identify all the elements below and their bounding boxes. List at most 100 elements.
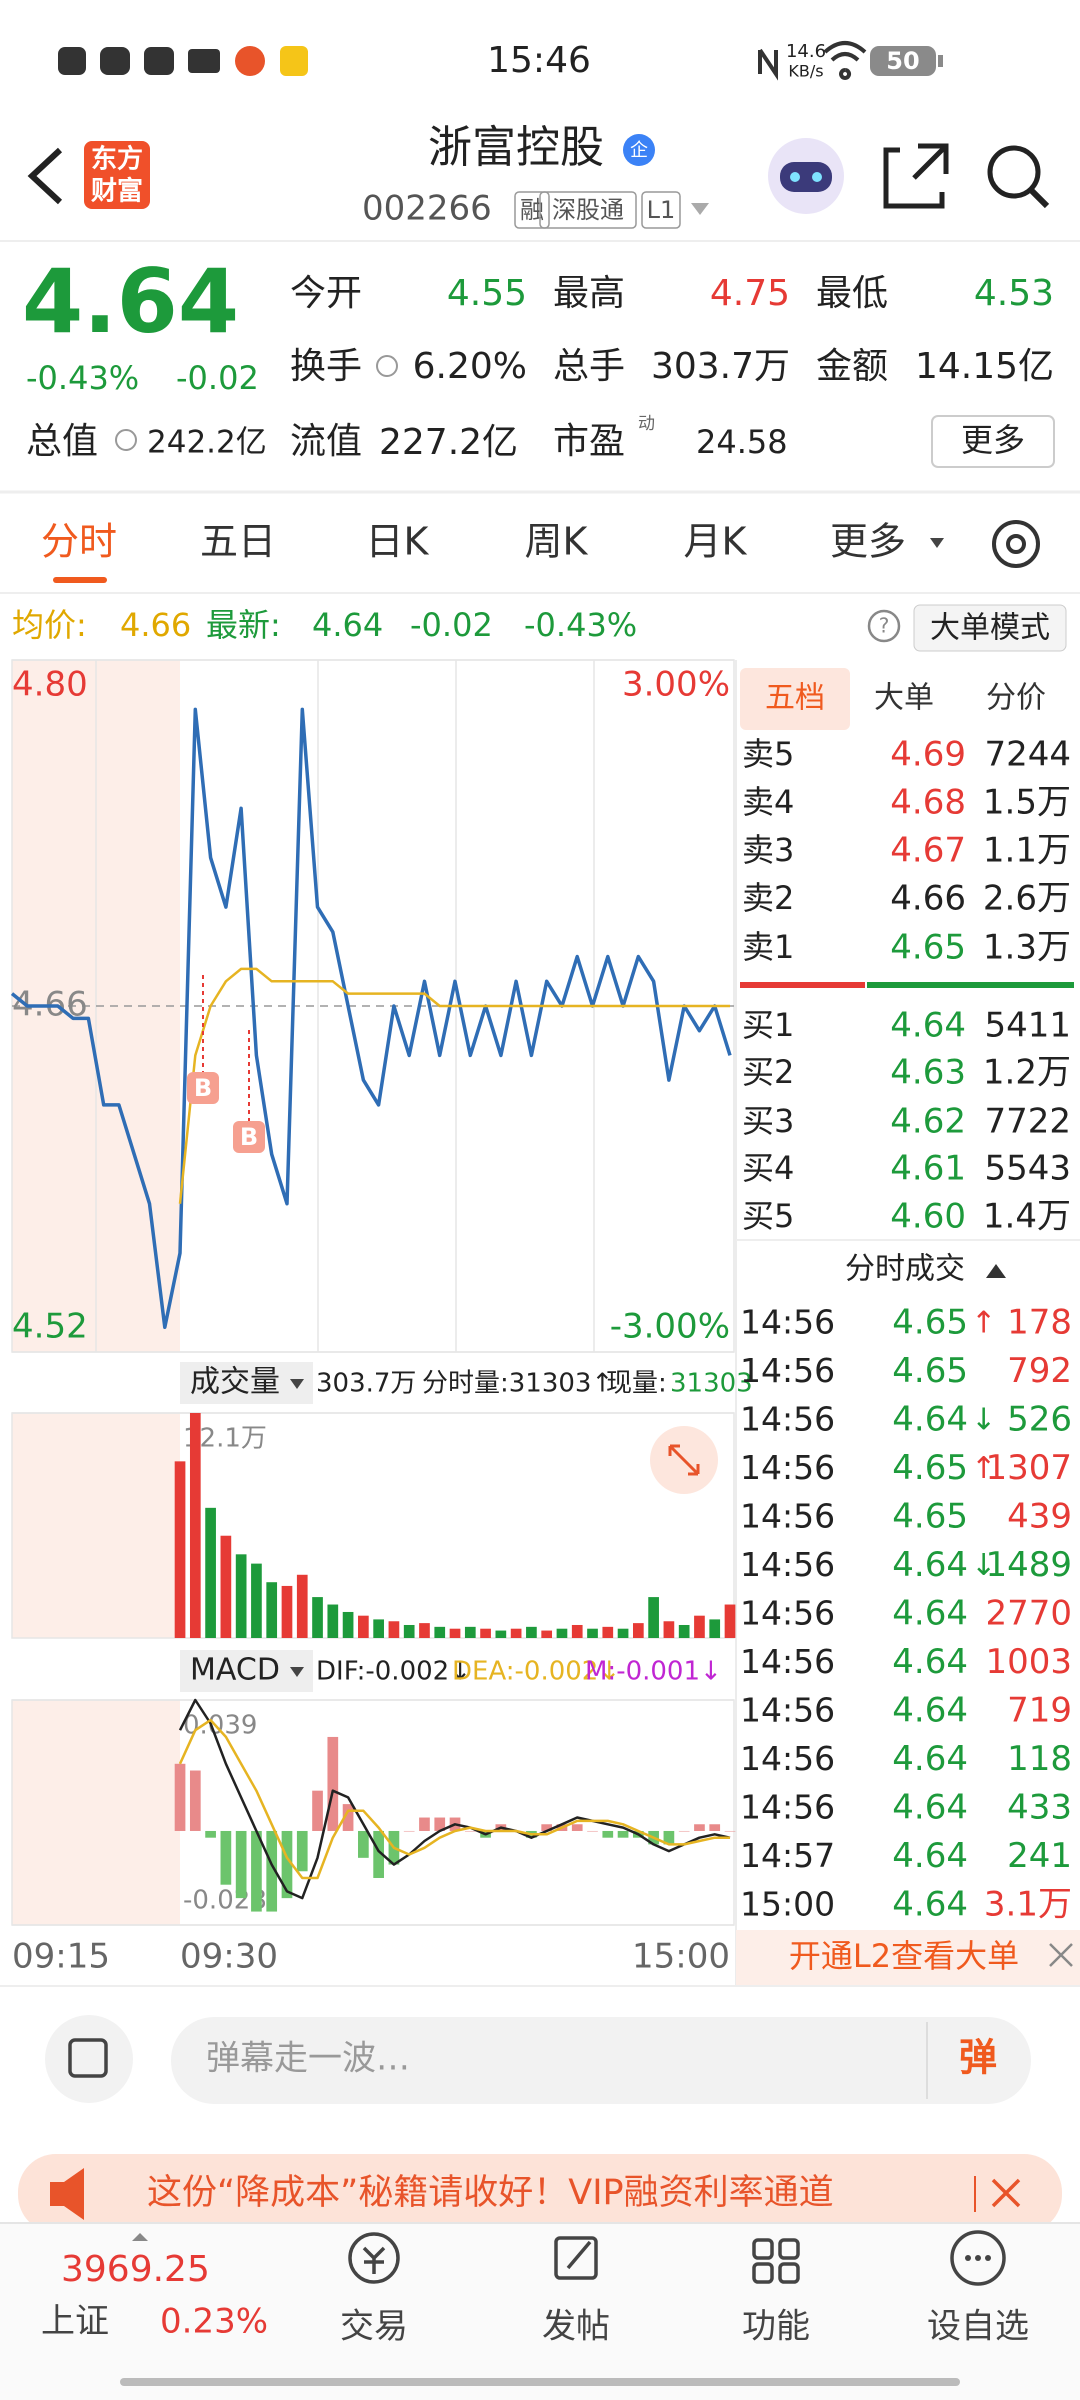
volume-bar [678,1624,690,1638]
series-line [178,1698,731,1900]
marker-box [233,1121,265,1153]
trade-time: 14:56 [740,1303,835,1342]
back-button[interactable] [27,147,63,205]
book-price: 4.65 [890,928,966,968]
selector-box[interactable] [180,1650,313,1692]
book-tab[interactable]: 分价 [986,681,1046,716]
macd-bar [373,1830,384,1878]
volume-bar [556,1628,568,1638]
trade-dir: ↓ [971,1548,996,1583]
indicator-label[interactable]: 成交量 [190,1365,280,1400]
book-price: 4.60 [890,1197,966,1237]
trade-time: 14:56 [740,1400,835,1439]
book-volume: 1.3万 [983,928,1071,968]
logo-text: 东方 [91,144,143,175]
trade-volume: 118 [1007,1739,1072,1779]
tab[interactable]: 五日 [200,520,276,564]
info-avg-label: 均价: [12,606,87,644]
tab[interactable]: 月K [684,520,748,564]
book-tab[interactable]: 五档 [765,681,825,716]
mode-label[interactable]: 大单模式 [930,611,1050,646]
buy-ratio [867,982,1074,988]
stat-label: 总值 [26,421,98,462]
tab[interactable]: 更多 [830,520,906,564]
tag: 深股通 [552,196,624,224]
dots [965,2255,991,2261]
comment-input[interactable] [171,2017,1031,2104]
share-icon[interactable] [883,143,949,209]
stat-value: 14.15亿 [915,346,1054,387]
battery: 50 [886,47,919,75]
nav-item[interactable]: 发帖 [542,2307,610,2347]
promo-banner[interactable] [18,2154,1062,2233]
close-icon[interactable] [991,2178,1021,2208]
stat-value: 4.55 [447,273,527,314]
volume-bar [480,1628,491,1638]
macd-bar [327,1736,339,1831]
y2-tick-label: -3.00% [610,1307,730,1347]
status-time: 15:46 [487,40,591,81]
macd-bar [281,1830,293,1899]
macd-bar [464,1830,476,1832]
l2-text[interactable]: 开通L2查看大单 [789,1937,1019,1975]
book-price: 4.66 [890,879,966,919]
macd-bar [419,1817,430,1831]
book-label: 卖4 [742,783,794,821]
danmu-button[interactable]: 弹 [959,2036,997,2080]
info-latest-label: 最新: [206,606,281,644]
trade-time: 14:56 [740,1788,835,1827]
tab[interactable]: 周K [525,520,589,564]
close-icon[interactable] [1049,1943,1073,1967]
volume-bar [694,1615,705,1638]
macd-bar [312,1790,323,1831]
banner-text[interactable]: 这份“降成本”秘籍请收好！VIP融资利率通道 [147,2173,834,2213]
volume-bar [495,1630,507,1638]
macd-bar [724,1830,736,1832]
volume-bar [434,1626,446,1638]
y-tick-label: 4.52 [12,1307,88,1347]
l2-banner[interactable] [736,1930,1080,1986]
tab[interactable]: 分时 [41,520,117,564]
volume-bar [632,1623,644,1638]
volume-bar [602,1626,614,1638]
volume-readout: 分时量:31303↑ [422,1369,613,1399]
comment-placeholder[interactable]: 弹幕走一波… [206,2039,410,2079]
danmu-glyph [68,2038,108,2078]
macd-bar [694,1824,705,1831]
trade-price: 4.64 [892,1545,968,1585]
macd-bar [220,1830,232,1885]
volume-current: 31303 [670,1369,753,1399]
logo [84,141,150,209]
mode-button[interactable] [913,604,1067,652]
volume-bar [510,1628,522,1638]
macd-bar [617,1830,629,1838]
indicator-label[interactable]: MACD [190,1653,280,1688]
nav-item[interactable]: 设自选 [927,2307,1029,2347]
book-price: 4.68 [890,783,966,823]
nav-icons[interactable] [348,2230,1006,2286]
volume-bar [526,1626,537,1638]
y-tick-label: 0.039 [183,1711,257,1741]
help-icon[interactable] [867,609,901,643]
tab[interactable]: 日K [366,520,430,564]
settings-icon[interactable] [992,520,1040,568]
stat-label: 最高 [553,273,625,314]
nav-item[interactable]: 交易 [340,2307,408,2347]
search-icon[interactable] [987,145,1050,209]
danmu-toggle[interactable] [45,2015,133,2103]
volume-bar [342,1611,354,1638]
trade-volume: 433 [1007,1788,1072,1828]
more-button[interactable] [931,415,1055,468]
robot-icon[interactable] [768,138,844,214]
status-icons [58,41,943,81]
book-tab[interactable]: 大单 [874,681,934,716]
book-price: 4.62 [890,1102,966,1142]
selector-box[interactable] [180,1362,313,1404]
nav-item[interactable]: 功能 [742,2307,810,2347]
more-button-text[interactable]: 更多 [961,421,1025,459]
trades-title[interactable]: 分时成交 [845,1252,965,1287]
macd-bar [663,1830,675,1845]
trade-price: 4.64 [892,1788,968,1828]
expand-icon[interactable] [650,1426,718,1494]
macd-bar [235,1830,247,1899]
